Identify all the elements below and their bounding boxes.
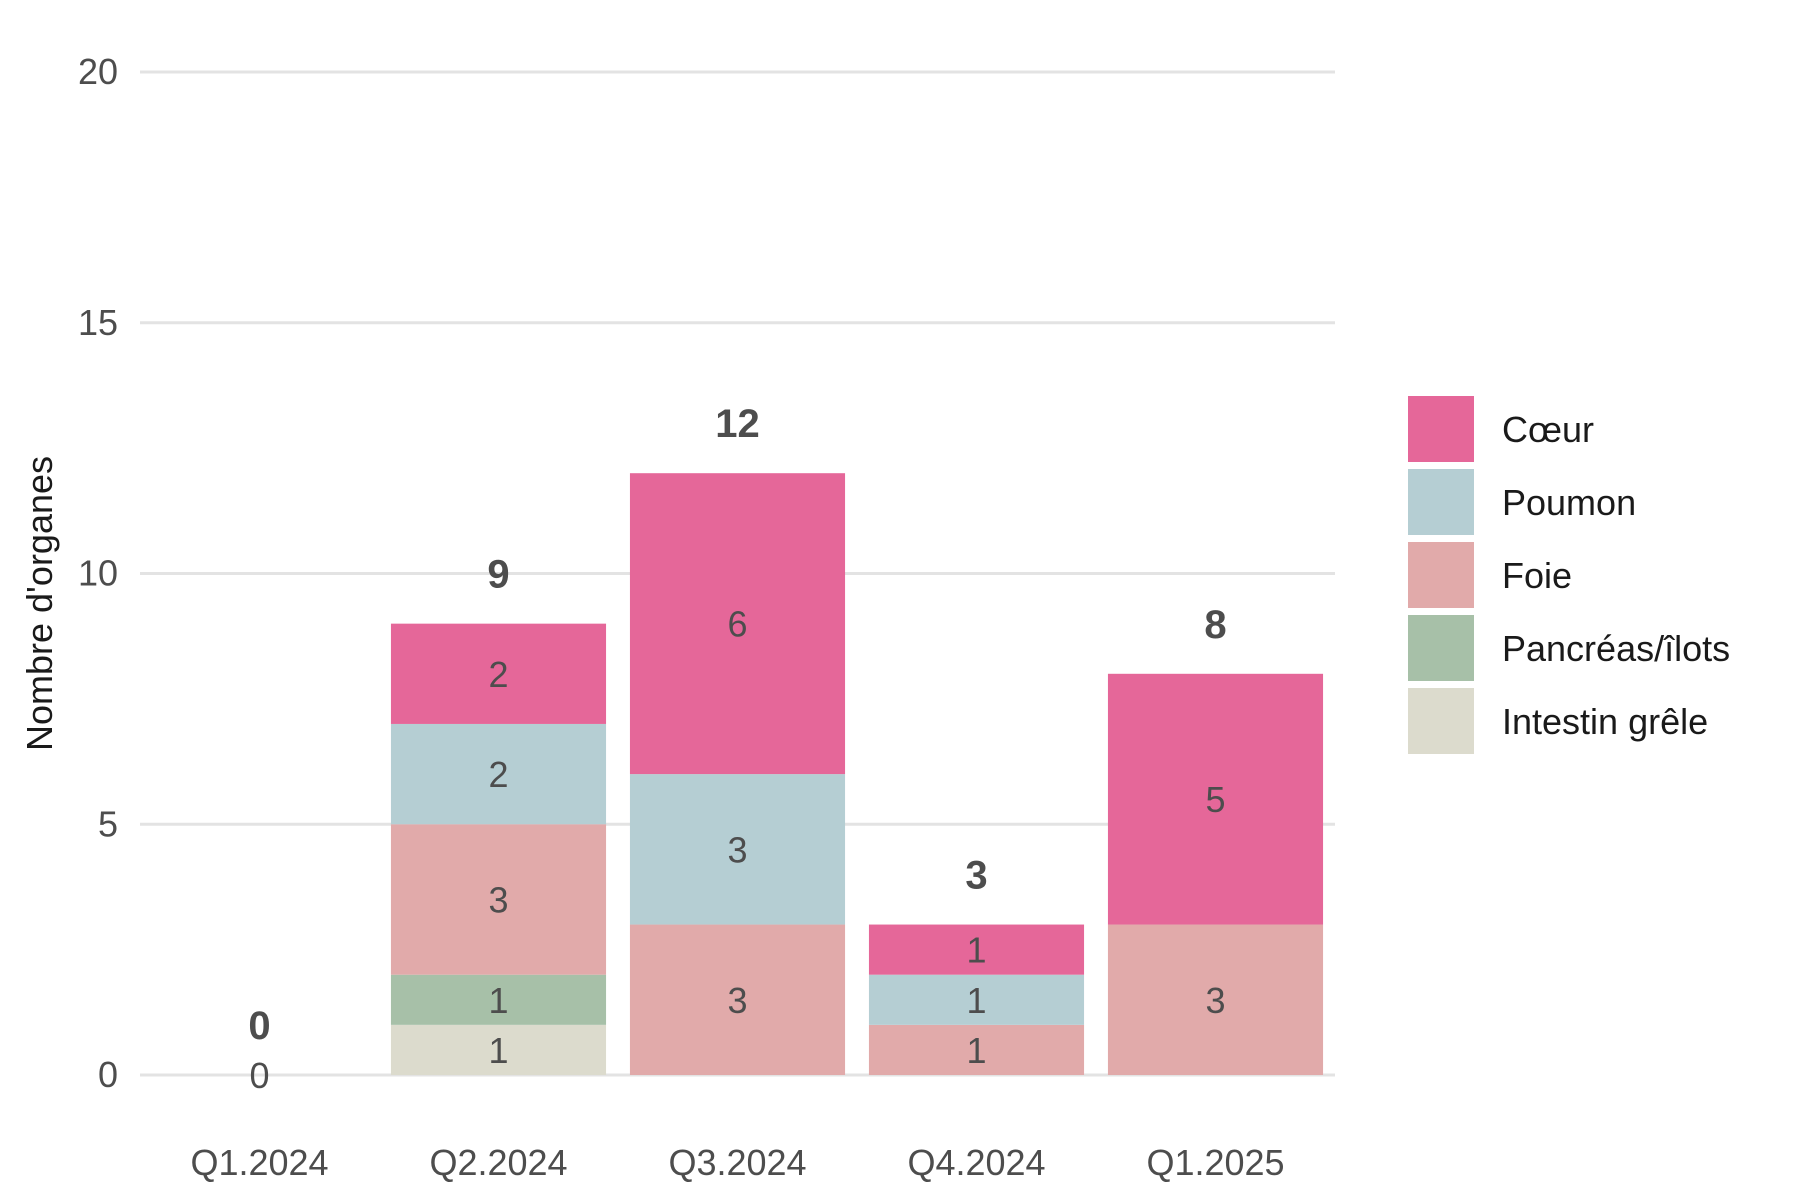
bar-segment — [629, 774, 846, 925]
bar-total-label: 0 — [248, 1004, 270, 1048]
x-tick-label: Q1.2025 — [1146, 1142, 1284, 1183]
y-axis-title: Nombre d'organes — [19, 456, 60, 751]
bar-total-label: 9 — [487, 553, 509, 597]
bar-segment — [390, 824, 607, 975]
bar-segment — [629, 473, 846, 775]
legend-swatch — [1408, 396, 1474, 462]
legend-swatch — [1408, 542, 1474, 608]
legend-swatch — [1408, 469, 1474, 535]
segment-value-label: 5 — [1205, 779, 1225, 820]
y-axis-ticks: 0 5 10 15 20 — [78, 51, 118, 1095]
x-tick-label: Q2.2024 — [429, 1142, 567, 1183]
zero-value-label: 0 — [249, 1055, 269, 1096]
x-axis-ticks: Q1.2024 Q2.2024 Q3.2024 Q4.2024 Q1.2025 — [190, 1142, 1284, 1183]
segment-value-label: 1 — [488, 1030, 508, 1071]
data-labels: 0 0 1 1 3 2 2 9 3 3 6 12 1 1 1 3 3 5 8 — [248, 402, 1226, 1096]
legend-label: Foie — [1502, 555, 1572, 596]
x-tick-label: Q1.2024 — [190, 1142, 328, 1183]
legend: Cœur Poumon Foie Pancréas/îlots Intestin grê… — [1408, 396, 1730, 754]
y-tick-label: 15 — [78, 302, 118, 343]
legend-swatch — [1408, 688, 1474, 754]
bar-segment — [868, 924, 1085, 975]
bar-segment — [390, 623, 607, 724]
bar-segment — [868, 1024, 1085, 1075]
legend-label: Intestin grêle — [1502, 701, 1708, 742]
bar-segment — [390, 723, 607, 825]
y-tick-label: 0 — [98, 1054, 118, 1095]
y-tick-label: 20 — [78, 51, 118, 92]
bar-segment — [1107, 673, 1324, 925]
segment-value-label: 3 — [1205, 980, 1225, 1021]
bar-total-label: 8 — [1204, 603, 1226, 647]
segment-value-label: 3 — [727, 829, 747, 870]
segment-value-label: 1 — [966, 1030, 986, 1071]
bar-segment — [390, 974, 607, 1025]
segment-value-label: 3 — [488, 879, 508, 920]
legend-swatch — [1408, 615, 1474, 681]
y-tick-label: 10 — [78, 553, 118, 594]
segment-value-label: 2 — [488, 754, 508, 795]
legend-label: Cœur — [1502, 409, 1594, 450]
segment-value-label: 2 — [488, 654, 508, 695]
segment-value-label: 1 — [966, 930, 986, 971]
bars — [390, 473, 1324, 1075]
bar-segment — [629, 924, 846, 1075]
bar-segment — [868, 974, 1085, 1025]
bar-segment — [1107, 924, 1324, 1075]
bar-total-label: 12 — [715, 402, 760, 446]
segment-value-label: 1 — [488, 980, 508, 1021]
y-tick-label: 5 — [98, 803, 118, 844]
legend-label: Poumon — [1502, 482, 1636, 523]
segment-value-label: 3 — [727, 980, 747, 1021]
x-tick-label: Q3.2024 — [668, 1142, 806, 1183]
bar-segment — [390, 1024, 607, 1075]
bar-total-label: 3 — [965, 854, 987, 898]
segment-value-label: 6 — [727, 604, 747, 645]
segment-value-label: 1 — [966, 980, 986, 1021]
legend-label: Pancréas/îlots — [1502, 628, 1730, 669]
x-tick-label: Q4.2024 — [907, 1142, 1045, 1183]
